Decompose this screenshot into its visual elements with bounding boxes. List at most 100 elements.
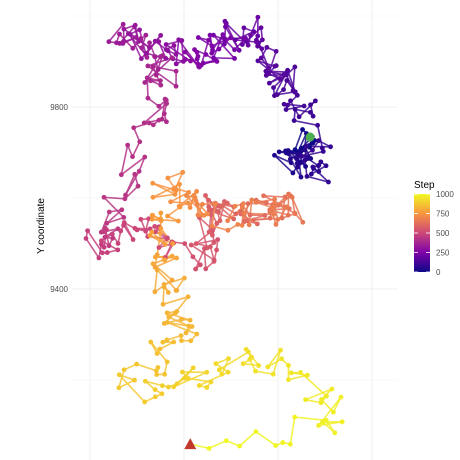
- walk-point: [240, 201, 246, 207]
- walk-point: [316, 169, 322, 174]
- walk-point: [281, 87, 286, 92]
- walk-point: [190, 254, 196, 260]
- walk-point: [289, 194, 295, 200]
- walk-point: [142, 154, 148, 160]
- walk-point: [308, 102, 313, 108]
- walk-point: [226, 356, 231, 362]
- walk-point: [166, 384, 171, 390]
- walk-point: [298, 174, 304, 180]
- walk-point: [156, 39, 162, 45]
- walk-point: [310, 147, 315, 153]
- walk-segment: [211, 34, 224, 51]
- walk-point: [194, 331, 200, 337]
- walk-point: [158, 230, 163, 236]
- walk-point: [214, 59, 220, 64]
- walk-point: [182, 241, 188, 246]
- walk-segment: [273, 154, 294, 174]
- walk-segment: [305, 398, 322, 404]
- walk-point: [239, 204, 245, 210]
- walk-point: [169, 55, 175, 61]
- walk-point: [164, 359, 170, 365]
- walk-segment: [239, 431, 257, 447]
- walk-point: [253, 429, 259, 435]
- walk-segment: [233, 37, 247, 51]
- walk-point: [164, 119, 169, 125]
- walk-point: [272, 93, 277, 99]
- walk-segment: [320, 398, 335, 413]
- walk-point: [146, 216, 152, 222]
- walk-point: [104, 250, 110, 255]
- walk-segment: [156, 232, 162, 255]
- walk-point: [152, 54, 157, 59]
- walk-segment: [147, 65, 177, 87]
- walk-point: [143, 32, 149, 38]
- walk-point: [158, 210, 164, 216]
- walk-point: [232, 56, 237, 61]
- walk-segment: [118, 379, 135, 389]
- walk-point: [178, 333, 184, 339]
- walk-segment: [294, 416, 327, 422]
- walk-point: [185, 375, 191, 381]
- walk-segment: [144, 119, 160, 124]
- walk-point: [182, 375, 187, 381]
- walk-point: [104, 220, 110, 226]
- walk-point: [282, 194, 288, 200]
- walk-segment: [245, 27, 262, 42]
- walk-point: [224, 200, 230, 206]
- walk-segment: [267, 51, 277, 74]
- walk-segment: [301, 150, 324, 158]
- walk-point: [188, 338, 194, 344]
- walk-point: [253, 368, 258, 374]
- walk-segment: [292, 66, 296, 91]
- walk-segment: [255, 430, 277, 447]
- walk-segment: [211, 37, 232, 47]
- walk-point: [315, 122, 321, 128]
- walk-point: [246, 222, 252, 228]
- walk-segment: [85, 238, 100, 259]
- walk-point: [206, 229, 212, 235]
- walk-point: [239, 42, 245, 47]
- walk-point: [214, 209, 220, 214]
- walk-point: [249, 197, 255, 203]
- walk-point: [118, 228, 124, 234]
- walk-point: [154, 267, 160, 273]
- walk-segment: [190, 244, 215, 261]
- walk-point: [149, 229, 155, 235]
- walk-point: [272, 152, 277, 158]
- walk-point: [263, 200, 269, 206]
- walk-point: [203, 266, 209, 272]
- walk-point: [292, 414, 298, 420]
- walk-point: [266, 80, 272, 86]
- walk-point: [281, 72, 287, 78]
- walk-point: [332, 430, 338, 436]
- walk-point: [211, 240, 217, 246]
- walk-point: [182, 49, 188, 55]
- walk-point: [170, 241, 176, 246]
- walk-segment: [120, 144, 129, 175]
- walk-point: [286, 377, 291, 383]
- walk-point: [195, 35, 201, 40]
- walk-point: [233, 211, 239, 217]
- walk-point: [171, 384, 177, 390]
- walk-segment: [124, 173, 136, 196]
- y-axis-title: Y coordinate: [36, 198, 47, 254]
- walk-point: [138, 56, 144, 62]
- walk-point: [206, 445, 212, 451]
- walk-point: [324, 393, 329, 399]
- walk-segment: [167, 171, 184, 179]
- walk-point: [232, 203, 238, 209]
- walk-point: [172, 191, 178, 197]
- walk-point: [291, 118, 297, 124]
- walk-segment: [316, 125, 324, 149]
- walk-point: [258, 55, 264, 61]
- walk-point: [245, 42, 251, 48]
- walk-segment: [162, 286, 165, 305]
- walk-point: [196, 64, 202, 70]
- walk-point: [285, 102, 290, 108]
- walk-point: [320, 419, 325, 425]
- walk-point: [163, 47, 169, 52]
- walk-point: [271, 85, 276, 91]
- walk-segment: [133, 127, 141, 143]
- walk-point: [137, 139, 143, 145]
- walk-point: [271, 201, 277, 207]
